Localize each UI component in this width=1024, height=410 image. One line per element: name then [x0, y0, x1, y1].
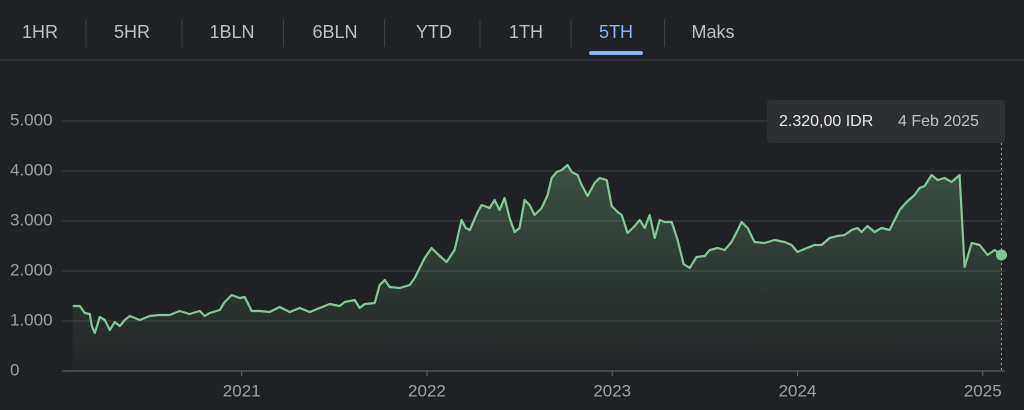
- y-tick-label: 3.000: [10, 210, 53, 229]
- tooltip-value: 2.320,00 IDR: [779, 113, 873, 130]
- tab[interactable]: 5HR: [114, 22, 150, 42]
- y-tick-label: 5.000: [10, 110, 53, 129]
- y-tick-label: 1.000: [10, 310, 53, 329]
- tab[interactable]: YTD: [416, 22, 452, 42]
- tab[interactable]: 5TH: [599, 22, 633, 42]
- x-tick-label: 2021: [223, 381, 261, 400]
- area: [72, 165, 1002, 371]
- tab[interactable]: 1HR: [22, 22, 58, 42]
- x-tick-label: 2024: [779, 381, 817, 400]
- tab-indicator: [589, 51, 643, 55]
- x-tick-label: 2025: [964, 381, 1002, 400]
- tab[interactable]: 1BLN: [209, 22, 254, 42]
- tab[interactable]: 1TH: [509, 22, 543, 42]
- y-tick-label: 2.000: [10, 260, 53, 279]
- y-tick-label: 4.000: [10, 160, 53, 179]
- tab[interactable]: 6BLN: [312, 22, 357, 42]
- tab[interactable]: Maks: [691, 22, 734, 42]
- price-line: [72, 163, 1003, 335]
- tooltip-box: [767, 100, 1005, 143]
- hover-point: [995, 249, 1007, 261]
- x-tick-label: 2022: [408, 381, 446, 400]
- y-tick-label: 0: [10, 360, 19, 379]
- tooltip-date: 4 Feb 2025: [898, 113, 979, 130]
- x-tick-label: 2023: [593, 381, 631, 400]
